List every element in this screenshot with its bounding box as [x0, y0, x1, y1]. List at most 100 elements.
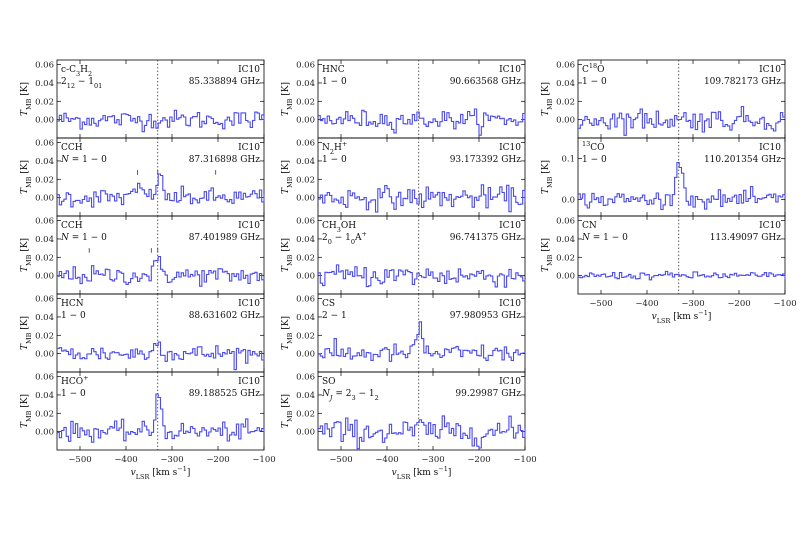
x-tick-label: −500 [589, 299, 612, 309]
y-tick-label: 0.02 [35, 331, 54, 341]
y-tick-label: 0.00 [35, 116, 54, 126]
galaxy-label: IC10 [238, 221, 260, 231]
x-tick-label: −400 [375, 455, 398, 465]
y-tick-label: 0.04 [35, 157, 54, 167]
spectrum-panel: 0.00 0.02 0.04 0.06 TMB [K] CS 2 − 1 IC10 97.980… [281, 293, 526, 373]
species-label: 13CO [582, 140, 605, 153]
spectrum-line [578, 270, 786, 281]
y-tick-label: 0.00 [35, 194, 54, 204]
frequency-label: 87.401989 GHz [189, 233, 261, 243]
species-label: HNC [322, 65, 345, 75]
x-tick-label: −300 [421, 455, 444, 465]
y-tick-label: 0.06 [35, 373, 54, 383]
y-tick-label: 0.04 [35, 235, 54, 245]
panel-frame [56, 371, 265, 451]
species-label: HCO+ [61, 374, 89, 387]
x-tick-label: −200 [727, 299, 750, 309]
panel-frame [317, 59, 526, 139]
frequency-label: 110.201354 GHz [704, 155, 781, 165]
x-tick-label: −400 [114, 455, 137, 465]
y-tick-label: 0.06 [296, 139, 315, 149]
frequency-label: 93.173392 GHz [450, 155, 522, 165]
transition-label: 1 − 0 [582, 77, 607, 87]
spectrum-panel: 0.00 0.02 0.04 0.06 TMB [K] SO NJ = 23 − 12 IC1… [281, 371, 526, 451]
y-tick-label: 0.06 [35, 139, 54, 149]
y-tick-label: 0.02 [296, 409, 315, 419]
galaxy-label: IC10 [499, 143, 521, 153]
x-axis-label: vLSR [km s−1] [652, 309, 712, 325]
species-label: SO [322, 377, 336, 387]
y-tick-label: 0.1 [561, 155, 575, 165]
panel-frame [56, 215, 265, 295]
y-tick-label: 0.06 [296, 217, 315, 227]
x-tick-label: −300 [160, 455, 183, 465]
species-label: HCN [61, 299, 84, 309]
transition-label: N = 1 − 0 [581, 233, 628, 243]
y-tick-label: 0.04 [35, 313, 54, 323]
transition-label: 1 − 0 [61, 389, 86, 399]
transition-label: 212 − 101 [61, 77, 102, 90]
spectrum-panel: 0.00 0.02 0.04 0.06 TMB [K] N2H+1 − 0 IC10 93.1… [281, 137, 526, 217]
transition-label: NJ = 23 − 12 [321, 389, 379, 402]
spectrum-panel: 0.00 0.02 0.04 0.06 TMB [K] CN N = 1 − 0 IC10 11… [541, 215, 786, 295]
y-tick-label: 0.02 [556, 97, 575, 107]
spectrum-panel: 0.00 0.02 0.04 0.06 TMB [K] CCH N = 1 − 0 IC10 8… [20, 215, 265, 295]
spectrum-line [318, 415, 526, 450]
frequency-label: 90.663568 GHz [450, 77, 522, 87]
species-label: CCH [61, 221, 83, 231]
transition-label: N = 1 − 0 [60, 233, 107, 243]
y-tick-label: 0.04 [296, 157, 315, 167]
y-tick-label: 0.04 [35, 391, 54, 401]
galaxy-label: IC10 [499, 299, 521, 309]
y-axis-label: TMB [K] [281, 394, 294, 428]
species-label: CCH [61, 143, 83, 153]
galaxy-label: IC10 [499, 221, 521, 231]
y-tick-label: 0.02 [35, 409, 54, 419]
y-tick-label: 0.00 [296, 350, 315, 360]
y-tick-label: 0.00 [35, 428, 54, 438]
spectrum-line [318, 264, 526, 288]
galaxy-label: IC10 [499, 65, 521, 75]
y-tick-label: 0.04 [556, 235, 575, 245]
y-axis-label: TMB [K] [281, 238, 294, 272]
species-label: c-C3H2 [61, 65, 92, 78]
spectrum-line [57, 393, 265, 443]
y-tick-label: 0.06 [35, 61, 54, 71]
galaxy-label: IC10 [238, 143, 260, 153]
y-tick-label: 0.00 [296, 428, 315, 438]
y-tick-label: 0.00 [35, 272, 54, 282]
y-tick-label: 0.04 [296, 313, 315, 323]
y-tick-label: 0.00 [296, 272, 315, 282]
frequency-label: 89.188525 GHz [189, 389, 261, 399]
y-tick-label: 0.00 [556, 116, 575, 126]
frequency-label: 96.741375 GHz [450, 233, 522, 243]
y-tick-label: 0.02 [35, 97, 54, 107]
y-tick-label: 0.04 [35, 79, 54, 89]
species-label: CN [582, 221, 597, 231]
y-axis-label: TMB [K] [281, 160, 294, 194]
frequency-label: 97.980953 GHz [450, 311, 522, 321]
species-label: N2H+ [322, 140, 347, 156]
x-tick-label: −300 [681, 299, 704, 309]
galaxy-label: IC10 [759, 65, 781, 75]
y-tick-label: 0.0 [561, 196, 575, 206]
y-axis-label: TMB [K] [281, 82, 294, 116]
spectrum-panel: 0.00 0.02 0.04 0.06 TMB [K] HCO+ 1 − 0 IC10 89.1… [20, 371, 265, 451]
panel-frame [56, 293, 265, 373]
spectrum-line [318, 108, 526, 136]
y-axis-label: TMB [K] [541, 160, 554, 194]
y-tick-label: 0.02 [296, 97, 315, 107]
y-tick-label: 0.02 [296, 175, 315, 185]
y-axis-label: TMB [K] [20, 394, 33, 428]
y-tick-label: 0.02 [35, 175, 54, 185]
x-tick-label: −100 [252, 455, 275, 465]
y-axis-label: TMB [K] [541, 238, 554, 272]
frequency-label: 113.49097 GHz [710, 233, 782, 243]
frequency-label: 99.29987 GHz [455, 389, 521, 399]
transition-label: 20 − 10A+ [322, 230, 367, 246]
spectrum-panel: 0.00 0.02 0.04 0.06 TMB [K] HCN 1 − 0 IC10 88.63… [20, 293, 265, 373]
y-tick-label: 0.02 [556, 253, 575, 263]
spectrum-line [578, 105, 786, 136]
transition-label: N = 1 − 0 [60, 155, 107, 165]
